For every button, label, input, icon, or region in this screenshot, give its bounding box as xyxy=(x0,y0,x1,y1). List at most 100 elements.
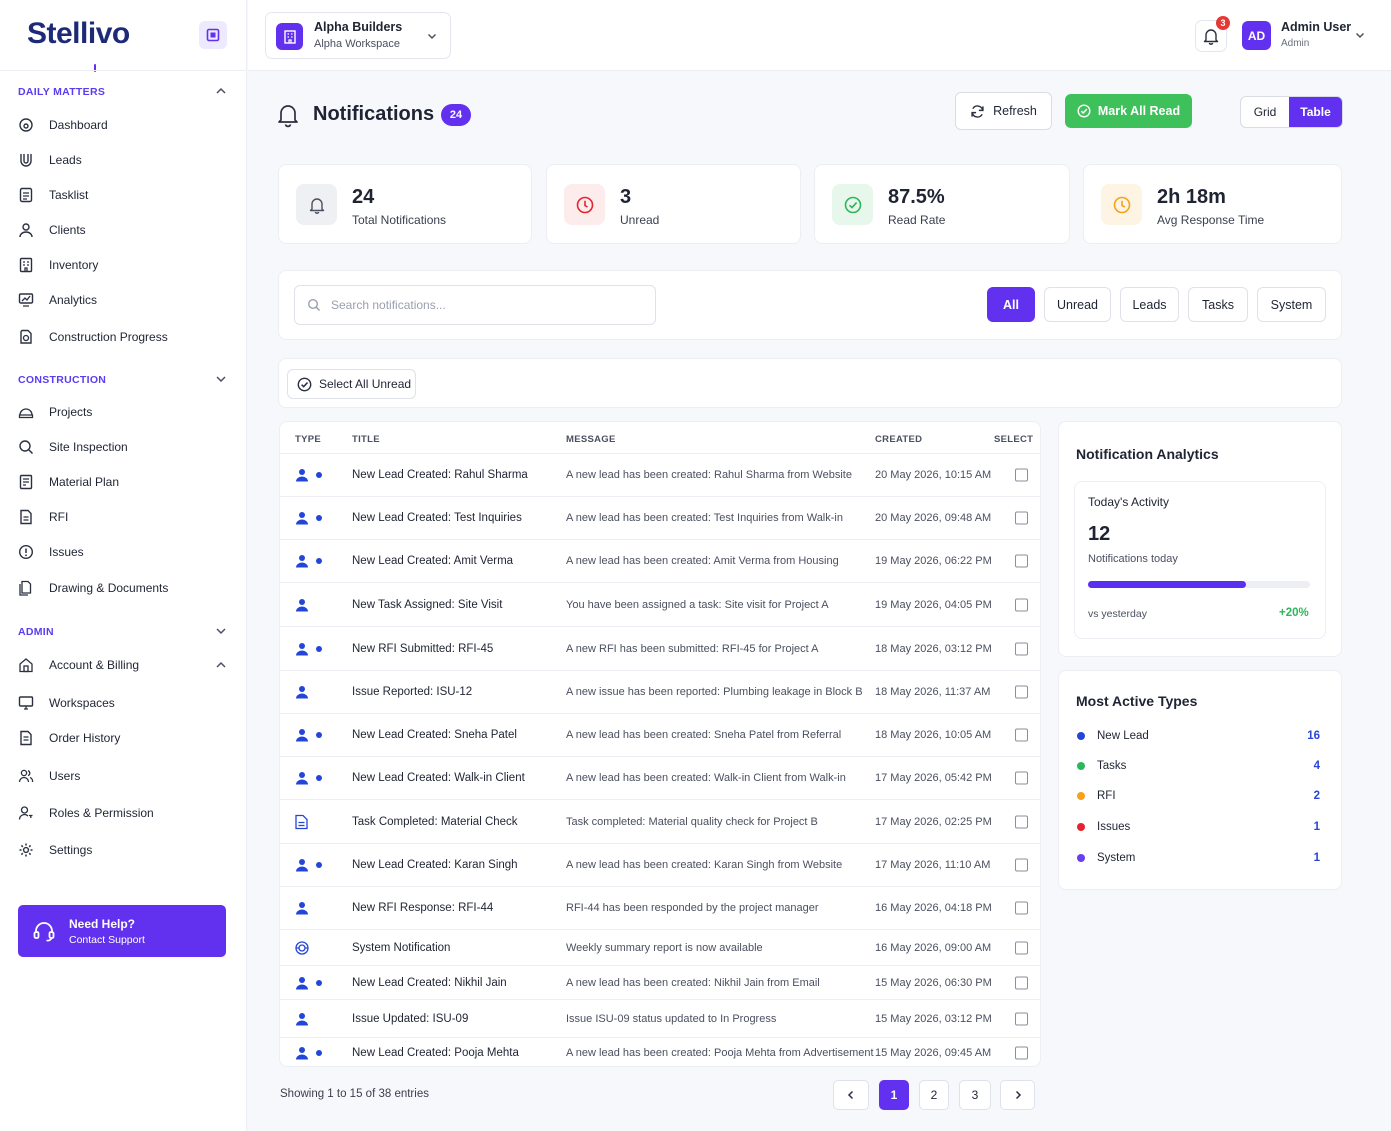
row-title[interactable]: New RFI Submitted: RFI-45 xyxy=(352,642,494,655)
chevron-up-icon[interactable] xyxy=(215,85,227,97)
column-header-select[interactable]: SELECT xyxy=(994,434,1034,445)
table-row[interactable]: New Lead Created: Rahul Sharma A new lead… xyxy=(280,453,1040,496)
table-row[interactable]: Issue Updated: ISU-09 Issue ISU-09 status… xyxy=(280,999,1040,1037)
row-title[interactable]: New Lead Created: Karan Singh xyxy=(352,859,518,871)
table-view-button[interactable]: Table xyxy=(1289,97,1342,127)
avatar[interactable]: AD xyxy=(1242,21,1271,50)
row-title[interactable]: New Lead Created: Walk-in Client xyxy=(352,772,525,784)
sidebar-item-workspaces[interactable]: Workspaces xyxy=(18,689,230,717)
help-card[interactable]: Need Help? Contact Support xyxy=(18,905,226,957)
sidebar-item-projects[interactable]: Projects xyxy=(18,398,230,426)
column-header-type[interactable]: TYPE xyxy=(295,434,322,445)
table-row[interactable]: New RFI Response: RFI-44 RFI-44 has been … xyxy=(280,886,1040,929)
table-row[interactable]: New Lead Created: Nikhil Jain A new lead … xyxy=(280,965,1040,999)
next-page-button[interactable] xyxy=(1000,1080,1035,1110)
table-row[interactable]: New Lead Created: Karan Singh A new lead … xyxy=(280,843,1040,886)
row-title[interactable]: New Lead Created: Pooja Mehta xyxy=(352,1046,519,1059)
chevron-down-icon[interactable] xyxy=(1354,29,1366,41)
row-checkbox[interactable] xyxy=(1015,858,1028,872)
row-checkbox[interactable] xyxy=(1015,511,1028,525)
row-title[interactable]: New Task Assigned: Site Visit xyxy=(352,598,503,611)
sidebar-item-tasklist[interactable]: Tasklist xyxy=(18,181,230,209)
row-title[interactable]: New RFI Response: RFI-44 xyxy=(352,902,494,914)
prev-page-button[interactable] xyxy=(833,1080,869,1110)
page-2-button[interactable]: 2 xyxy=(919,1080,949,1110)
row-title[interactable]: New Lead Created: Test Inquiries xyxy=(352,512,522,524)
row-checkbox[interactable] xyxy=(1015,598,1028,611)
sidebar-item-material-plan[interactable]: Material Plan xyxy=(18,468,230,496)
row-checkbox[interactable] xyxy=(1015,685,1028,699)
sidebar-item-roles-permission[interactable]: Roles & Permission xyxy=(18,799,230,827)
row-checkbox[interactable] xyxy=(1015,815,1028,828)
row-title[interactable]: System Notification xyxy=(352,941,451,954)
notifications-button[interactable] xyxy=(1195,20,1227,52)
row-title[interactable]: New Lead Created: Amit Verma xyxy=(352,555,514,567)
sidebar-item-issues[interactable]: Issues xyxy=(18,538,230,566)
sidebar-item-analytics[interactable]: Analytics xyxy=(18,286,230,314)
table-row[interactable]: New Lead Created: Pooja Mehta A new lead … xyxy=(280,1037,1040,1067)
sidebar-item-drawing-documents[interactable]: Drawing & Documents xyxy=(18,574,230,602)
refresh-button[interactable]: Refresh xyxy=(955,92,1052,130)
filter-chip-unread[interactable]: Unread xyxy=(1044,287,1111,322)
column-header-message[interactable]: MESSAGE xyxy=(566,434,616,445)
table-row[interactable]: Issue Reported: ISU-12 A new issue has be… xyxy=(280,670,1040,713)
row-checkbox[interactable] xyxy=(1015,554,1028,568)
section-construction[interactable]: CONSTRUCTION xyxy=(18,374,107,386)
row-checkbox[interactable] xyxy=(1015,1046,1028,1059)
chevron-down-icon[interactable] xyxy=(215,625,227,637)
table-row[interactable]: New Task Assigned: Site Visit You have be… xyxy=(280,582,1040,626)
row-title[interactable]: Issue Updated: ISU-09 xyxy=(352,1012,469,1025)
sidebar-item-account-billing[interactable]: Account & Billing xyxy=(18,651,230,679)
sidebar-item-leads[interactable]: Leads xyxy=(18,146,230,174)
search-input[interactable]: Search notifications... xyxy=(331,298,446,312)
table-row[interactable]: New Lead Created: Test Inquiries A new le… xyxy=(280,496,1040,539)
filter-chip-leads[interactable]: Leads xyxy=(1120,287,1179,322)
row-checkbox[interactable] xyxy=(1015,976,1028,989)
row-checkbox[interactable] xyxy=(1015,728,1028,742)
table-row[interactable]: New RFI Submitted: RFI-45 A new RFI has b… xyxy=(280,626,1040,670)
sidebar-item-order-history[interactable]: Order History xyxy=(18,724,230,752)
sidebar-item-site-inspection[interactable]: Site Inspection xyxy=(18,433,230,461)
row-checkbox[interactable] xyxy=(1015,468,1028,482)
sidebar-collapse-button[interactable] xyxy=(199,21,227,49)
page-3-button[interactable]: 3 xyxy=(959,1080,991,1110)
row-title[interactable]: New Lead Created: Rahul Sharma xyxy=(352,469,528,481)
sidebar-item-settings[interactable]: Settings xyxy=(18,836,230,864)
chevron-down-icon[interactable] xyxy=(215,373,227,385)
table-row[interactable]: New Lead Created: Sneha Patel A new lead … xyxy=(280,713,1040,756)
section-daily-matters[interactable]: DAILY MATTERS xyxy=(18,86,106,98)
mark-all-read-button[interactable]: Mark All Read xyxy=(1065,94,1192,128)
row-checkbox[interactable] xyxy=(1015,642,1028,655)
grid-view-button[interactable]: Grid xyxy=(1253,105,1277,119)
sidebar-item-inventory[interactable]: Inventory xyxy=(18,251,230,279)
row-title[interactable]: New Lead Created: Nikhil Jain xyxy=(352,976,507,989)
chevron-up-icon[interactable] xyxy=(215,659,227,671)
filter-chip-system[interactable]: System xyxy=(1257,287,1326,322)
sidebar-item-users[interactable]: Users xyxy=(18,762,230,790)
sidebar-item-dashboard[interactable]: Dashboard xyxy=(18,111,230,139)
row-title[interactable]: Issue Reported: ISU-12 xyxy=(352,686,473,698)
row-title[interactable]: Task Completed: Material Check xyxy=(352,815,518,828)
row-checkbox[interactable] xyxy=(1015,771,1028,785)
table-row[interactable]: System Notification Weekly summary report… xyxy=(280,929,1040,965)
row-title[interactable]: New Lead Created: Sneha Patel xyxy=(352,729,517,741)
table-row[interactable]: New Lead Created: Amit Verma A new lead h… xyxy=(280,539,1040,582)
column-header-title[interactable]: TITLE xyxy=(352,434,380,445)
sidebar-item-rfi[interactable]: RFI xyxy=(18,503,230,531)
filter-chip-all[interactable]: All xyxy=(987,287,1035,322)
column-header-created[interactable]: CREATED xyxy=(875,434,923,445)
page-1-button[interactable]: 1 xyxy=(879,1080,909,1110)
row-checkbox[interactable] xyxy=(1015,901,1028,915)
workspace-switcher[interactable]: Alpha Builders Alpha Workspace xyxy=(265,12,451,59)
search-field[interactable]: Search notifications... xyxy=(294,285,656,325)
select-all-unread-button[interactable]: Select All Unread xyxy=(287,369,416,399)
filter-chip-tasks[interactable]: Tasks xyxy=(1188,287,1248,322)
table-row[interactable]: Task Completed: Material Check Task compl… xyxy=(280,799,1040,843)
user-name[interactable]: Admin User xyxy=(1281,20,1352,34)
sidebar-item-clients[interactable]: Clients xyxy=(18,216,230,244)
section-admin[interactable]: ADMIN xyxy=(18,626,54,638)
row-checkbox[interactable] xyxy=(1015,941,1028,954)
row-checkbox[interactable] xyxy=(1015,1012,1028,1025)
table-row[interactable]: New Lead Created: Walk-in Client A new le… xyxy=(280,756,1040,799)
sidebar-item-construction-progress[interactable]: Construction Progress xyxy=(18,323,230,351)
